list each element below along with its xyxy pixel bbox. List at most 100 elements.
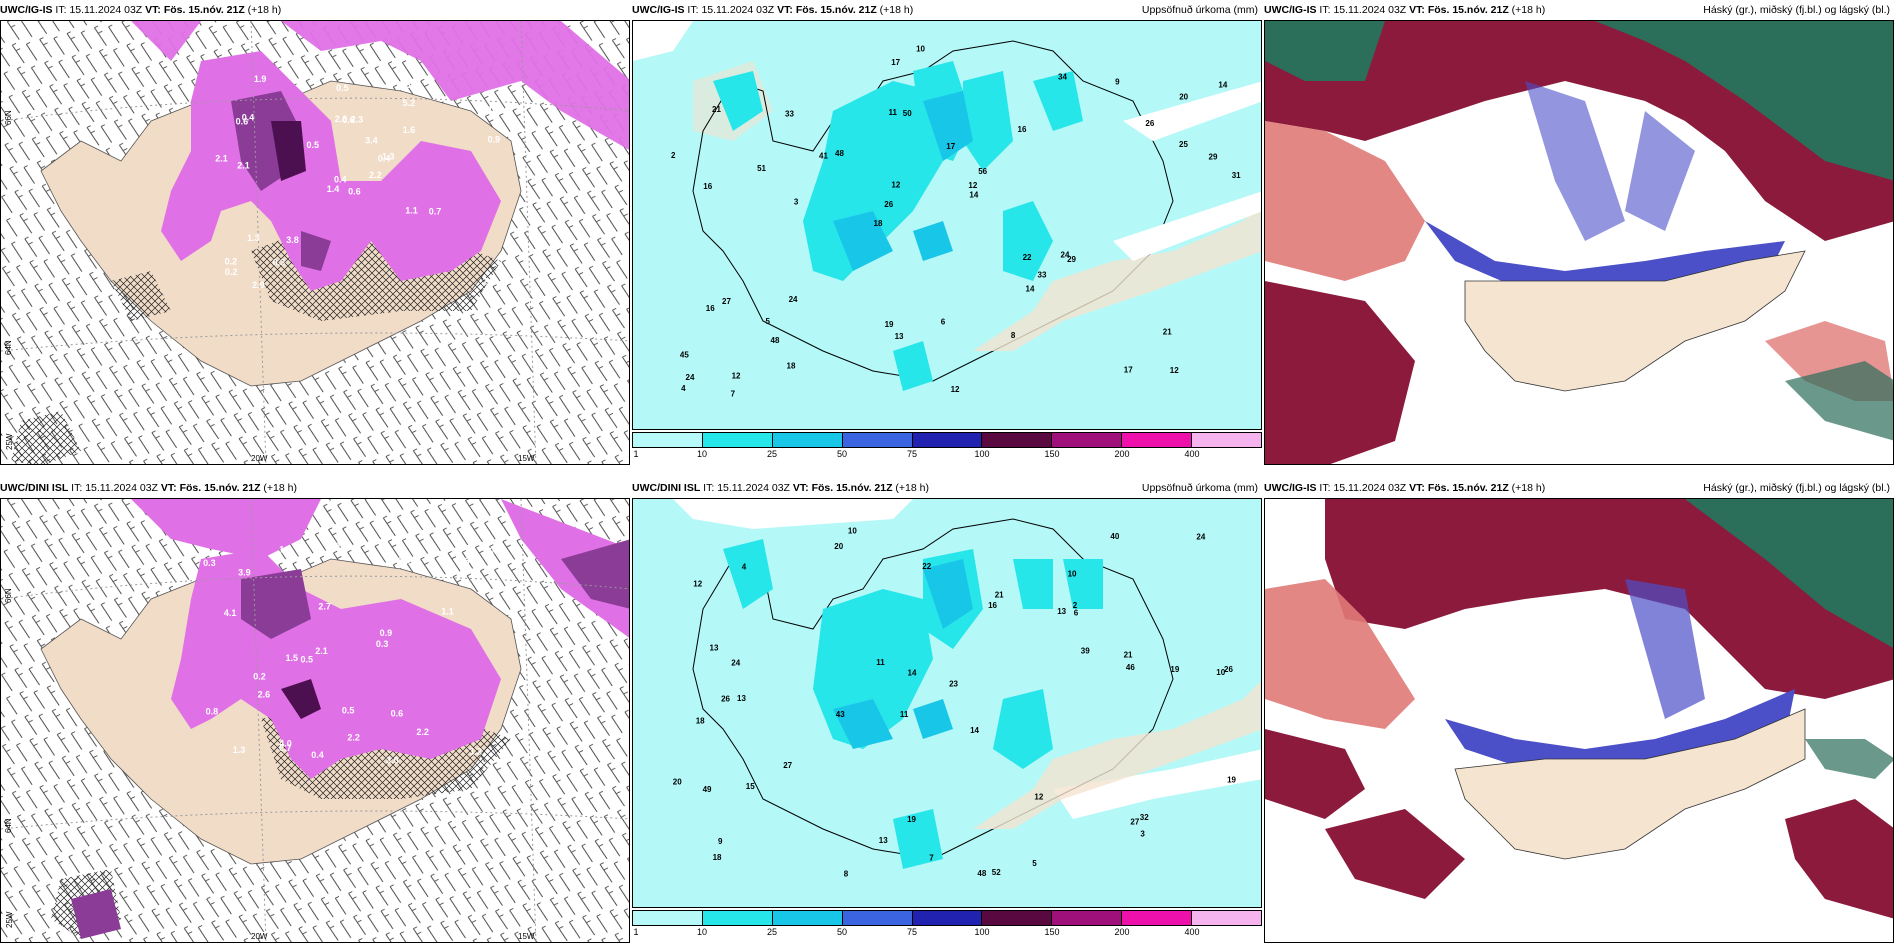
model-name: UWC/IG-IS [1264,4,1317,16]
vt-label: VT: [1409,4,1425,16]
colorbar-segment [912,433,983,447]
wind-value-label: 0.4 [311,750,324,760]
valid-time: Fös. 15.nóv. 21Z [163,4,245,16]
lat-label: 64N [4,340,13,355]
model-name: UWC/DINI ISL [632,482,701,494]
colorbar-tick-label: 400 [1184,927,1200,937]
panel-header: UWC/IG-IS IT: 15.11.2024 03Z VT: Fös. 15… [0,0,630,20]
wind-value-label: 2.3 [351,115,364,125]
map-value-label: 50 [903,109,912,118]
map-value-label: 16 [706,304,715,313]
colorbar-segment [1192,433,1262,447]
panel-header: UWC/IG-IS IT: 15.11.2024 03Z VT: Fös. 15… [632,0,1262,20]
map-value-label: 16 [1018,125,1027,134]
wind-value-label: 2.7 [318,602,331,612]
wind-value-label: 2.2 [416,727,429,737]
precip-colorbar [632,432,1262,448]
map-value-label: 13 [710,643,719,652]
map-value-label: 18 [696,717,705,726]
iceland-outline [692,518,1174,860]
map-value-label: 48 [977,869,986,878]
it-label: IT: [1319,482,1331,494]
map-value-label: 13 [1057,607,1066,616]
colorbar-tick-label: 1 [633,449,639,459]
map-value-label: 26 [1224,665,1233,674]
wind-value-label: 1.9 [279,544,292,554]
map-value-label: 14 [1026,285,1035,294]
wind-value-label: 2.1 [237,161,250,171]
wind-value-label: 2.2 [347,733,360,743]
map-value-label: 21 [995,590,1004,599]
map-value-label: 39 [1081,647,1090,656]
colorbar-segment [702,433,773,447]
wind-value-label: 1.5 [286,653,299,663]
vt-label: VT: [1409,482,1425,494]
wind-value-label: 0.6 [236,117,249,127]
colorbar-tick-label: 200 [1114,449,1130,459]
iceland-land [1464,250,1806,392]
colorbar-segment [1122,433,1193,447]
wind-value-label: 3.9 [238,568,251,578]
lead-time: (+18 h) [1511,482,1546,494]
wind-value-label: 3.4 [365,136,378,146]
map-value-label: 7 [929,854,934,863]
lat-label: 25W [5,911,14,928]
wind-value-label: 1.8 [457,556,470,566]
map-value-label: 17 [891,58,900,67]
map-value-label: 16 [703,182,712,191]
map-value-label: 12 [968,181,977,190]
map-value-label: 26 [884,200,893,209]
map-value-label: 45 [680,351,689,360]
wind-value-label: 0.4 [398,556,411,566]
map-value-label: 33 [785,109,794,118]
map-value-label: 19 [1170,665,1179,674]
map-value-label: 12 [732,372,741,381]
lead-time: (+18 h) [263,482,297,494]
valid-time: Fös. 15.nóv. 21Z [1427,482,1509,494]
valid-time: Fös. 15.nóv. 21Z [795,4,877,16]
panel-title: Uppsöfnuð úrkoma (mm) [1141,482,1258,494]
wind-value-label: 0.4 [242,112,255,122]
lead-time: (+18 h) [247,4,282,16]
it-label: IT: [687,4,699,16]
colorbar-tick-label: 50 [836,927,848,937]
wind-value-label: 0.3 [376,639,389,649]
wind-value-label: 0.3 [203,558,216,568]
map-value-label: 11 [900,710,909,719]
wind-value-label: 0.3 [273,258,286,268]
colorbar-segment [842,911,913,925]
map-value-label: 21 [712,105,721,114]
lat-label: 66N [4,588,13,603]
lat-label: 64N [4,818,13,833]
map-value-label: 20 [834,542,843,551]
map-value-label: 3 [1140,830,1145,839]
it-label: IT: [55,4,67,16]
map-value-label: 10 [1216,668,1225,677]
map-value-label: 24 [731,659,740,668]
map-value-label: 34 [1058,73,1067,82]
lat-label: 25W [5,433,14,450]
clouds-panel-bottom: UWC/IG-IS IT: 15.11.2024 03Z VT: Fös. 15… [1264,478,1894,943]
lon-label: 20W [251,454,268,463]
map-value-label: 26 [1145,119,1154,128]
valid-time: Fös. 15.nóv. 21Z [1427,4,1509,16]
map-value-label: 5 [1032,859,1037,868]
wind-value-label: 2.6 [258,689,271,699]
colorbar-tick-label: 25 [766,449,778,459]
map-value-label: 8 [844,870,849,879]
lead-time: (+18 h) [1511,4,1546,16]
wind-value-label: 2.1 [215,154,228,164]
map-value-label: 8 [1011,331,1016,340]
wind-value-label: 0.4 [334,174,347,184]
map-value-label: 27 [722,297,731,306]
map-value-label: 33 [1038,271,1047,280]
model-name: UWC/IG-IS [632,4,685,16]
wind-value-label: 1.1 [441,607,454,617]
map-value-label: 12 [951,385,960,394]
map-value-label: 10 [1068,569,1077,578]
colorbar-segment [982,911,1053,925]
wind-value-label: 0.2 [225,267,238,277]
lead-time: (+18 h) [879,4,914,16]
map-value-label: 25 [1179,140,1188,149]
